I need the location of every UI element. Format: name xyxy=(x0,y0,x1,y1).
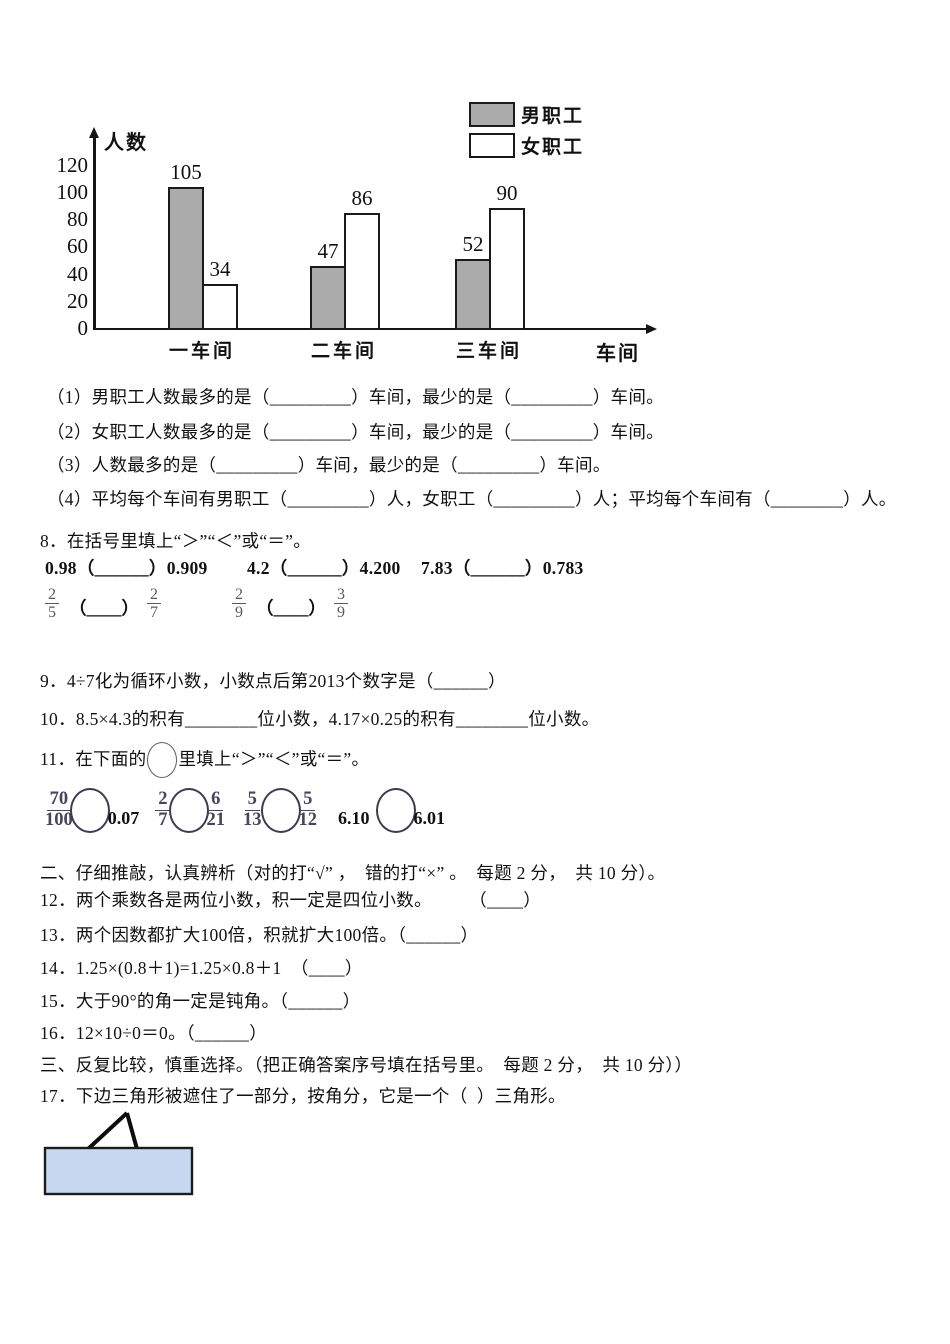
question-12: 12．两个乘数各是两位小数，积一定是四位小数。 （____） xyxy=(40,890,542,910)
answer-blank: （____） xyxy=(69,597,139,618)
male-swatch-icon xyxy=(469,102,515,127)
q11-header-suffix: 里填上“＞”“＜”或“＝”。 xyxy=(178,749,370,769)
question-17: 17．下边三角形被遮住了一部分，按角分，它是一个（ ）三角形。 xyxy=(40,1086,566,1106)
x-axis-arrow-icon xyxy=(646,323,657,334)
circle-placeholder-icon xyxy=(147,742,178,778)
fraction: 2 7 xyxy=(147,586,161,622)
bar-female-1 xyxy=(202,284,238,330)
question-2: （2）女职工人数最多的是（_________）车间，最少的是（_________… xyxy=(47,422,664,442)
question-10: 10．8.5×4.3的积有________位小数，4.17×0.25的积有___… xyxy=(40,709,600,729)
bar-value-label: 52 xyxy=(462,232,484,256)
question-15: 15．大于90°的角一定是钝角。（______） xyxy=(40,991,361,1011)
y-tick-label: 80 xyxy=(67,207,88,232)
answer-blank: （____） xyxy=(256,597,326,618)
bar-chart: 人数 车间 男职工 女职工 105 34 一车间 47 86 二车间 52 90 三车间 0 20 4… xyxy=(0,0,950,375)
question-1: （1）男职工人数最多的是（_________）车间，最少的是（_________… xyxy=(47,387,664,407)
y-axis-title: 人数 xyxy=(104,132,148,154)
bar-female-3 xyxy=(489,208,525,330)
question-3: （3）人数最多的是（_________）车间，最少的是（_________）车间… xyxy=(47,455,611,475)
y-axis-arrow-icon xyxy=(88,127,99,138)
x-category-label: 一车间 xyxy=(168,341,235,362)
bar-value-label: 90 xyxy=(496,181,518,205)
fraction: 2 7 xyxy=(155,789,171,831)
section-3-header: 三、反复比较，慎重选择。（把正确答案序号填在括号里。 每题 2 分， 共 10 … xyxy=(40,1055,693,1075)
chart-legend: 男职工 女职工 xyxy=(469,101,584,159)
q8-compare-fraction-2: 2 9 （____） 3 9 xyxy=(232,586,348,622)
comparison-circle xyxy=(260,788,301,833)
y-tick-label: 60 xyxy=(67,234,88,259)
comparison-item-4: 6.10 6.01 xyxy=(338,788,445,833)
comparison-circle xyxy=(168,788,209,833)
q11-comparison-row: 70 100 0.07 2 7 6 21 5 13 5 xyxy=(44,788,445,833)
bar-male-3 xyxy=(455,259,491,330)
fraction: 3 9 xyxy=(334,586,348,622)
comparison-value: 6.10 xyxy=(338,808,370,828)
legend-item-male: 男职工 xyxy=(469,101,584,128)
comparison-item-2: 2 7 6 21 xyxy=(155,788,226,833)
x-axis-title: 车间 xyxy=(596,343,640,365)
comparison-item-3: 5 13 5 12 xyxy=(242,788,318,833)
y-tick-label: 40 xyxy=(67,261,88,286)
comparison-value: 6.01 xyxy=(413,808,446,828)
y-axis xyxy=(93,137,96,330)
female-swatch-icon xyxy=(469,133,515,158)
bar-female-2 xyxy=(344,213,380,330)
q8-compare-decimal-1: 0.98（______）0.909 xyxy=(45,558,208,578)
comparison-circle xyxy=(375,788,416,833)
y-tick-label: 100 xyxy=(56,180,89,204)
y-tick-label: 20 xyxy=(67,288,88,313)
fraction: 6 21 xyxy=(206,789,226,830)
question-11-header: 11．在下面的 里填上“＞”“＜”或“＝”。 xyxy=(40,742,369,778)
bar-male-2 xyxy=(310,266,346,330)
bar-value-label: 47 xyxy=(317,239,339,263)
q8-compare-decimal-3: 7.83（______）0.783 xyxy=(421,558,584,578)
comparison-value: 0.07 xyxy=(107,808,140,828)
legend-item-female: 女职工 xyxy=(469,132,584,159)
legend-label: 女职工 xyxy=(521,137,585,158)
bar-value-label: 34 xyxy=(209,257,231,281)
question-13: 13．两个因数都扩大100倍，积就扩大100倍。（______） xyxy=(40,925,479,945)
fraction: 70 100 xyxy=(45,789,73,830)
section-2-header: 二、仔细推敲，认真辨析（对的打“√” ， 错的打“×” 。 每题 2 分， 共 … xyxy=(40,863,666,883)
y-tick-label: 120 xyxy=(56,152,89,177)
q8-compare-decimal-2: 4.2（______）4.200 xyxy=(247,558,401,578)
q11-header-prefix: 11．在下面的 xyxy=(40,749,147,769)
question-16: 16．12×10÷0＝0。（______） xyxy=(40,1023,268,1043)
fraction: 2 5 xyxy=(45,586,59,622)
x-category-label: 二车间 xyxy=(310,341,377,362)
comparison-item-1: 70 100 0.07 xyxy=(44,788,139,833)
bar-value-label: 86 xyxy=(351,186,373,210)
y-tick-label: 0 xyxy=(77,316,89,340)
bar-male-1 xyxy=(168,187,204,330)
fraction: 5 13 xyxy=(243,789,262,830)
fraction: 5 12 xyxy=(298,789,318,830)
covered-triangle-figure xyxy=(43,1111,194,1196)
triangle-left-side xyxy=(86,1111,129,1151)
fraction: 2 9 xyxy=(232,586,246,622)
cover-rectangle xyxy=(43,1146,194,1196)
question-14: 14．1.25×(0.8＋1)=1.25×0.8＋1 （____） xyxy=(40,958,363,978)
question-9: 9．4÷7化为循环小数，小数点后第2013个数字是（______） xyxy=(40,671,506,691)
question-4: （4）平均每个车间有男职工（_________）人，女职工（_________）… xyxy=(47,489,897,509)
question-8-header: 8．在括号里填上“＞”“＜”或“＝”。 xyxy=(40,531,312,551)
comparison-circle xyxy=(69,788,110,833)
triangle-right-side xyxy=(125,1112,139,1150)
bar-value-label: 105 xyxy=(170,160,202,184)
legend-label: 男职工 xyxy=(521,106,585,127)
x-category-label: 三车间 xyxy=(455,341,522,362)
q8-compare-fraction-1: 2 5 （____） 2 7 xyxy=(45,586,161,622)
